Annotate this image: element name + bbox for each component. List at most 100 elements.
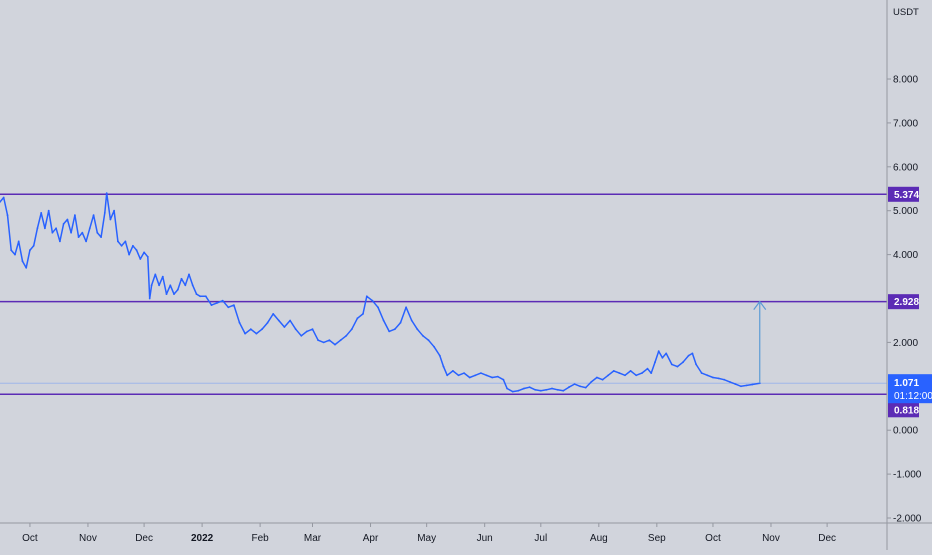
price-point (169, 284, 172, 287)
current-price-badge (888, 374, 932, 404)
price-point (103, 212, 106, 214)
price-point (691, 352, 694, 355)
price-point (188, 273, 190, 276)
price-point (601, 378, 604, 381)
x-tick-label: Nov (762, 533, 780, 544)
price-point (120, 244, 123, 247)
x-tick-label: Oct (22, 533, 38, 544)
current-price-label: 1.071 (894, 378, 919, 389)
x-tick-label: May (417, 533, 436, 544)
price-point (124, 240, 127, 243)
price-point (717, 377, 720, 380)
price-point (523, 387, 525, 390)
price-point (261, 328, 263, 331)
price-point (70, 231, 72, 234)
price-point (96, 231, 99, 234)
price-point (210, 304, 213, 306)
x-axis: Oct Nov Dec 2022 Feb Mar Apr May Jun Jul Aug Sep Oct… (0, 522, 932, 544)
price-point (382, 319, 385, 322)
price-point (195, 293, 198, 295)
price-point (607, 374, 610, 377)
price-point (204, 295, 207, 298)
price-point (173, 293, 175, 295)
price-point (66, 218, 69, 221)
price-point (539, 389, 542, 392)
y-tick-label: 4.000 (893, 250, 918, 261)
price-point (6, 214, 9, 217)
price-point (334, 343, 336, 346)
horizontal-levels (0, 193, 887, 396)
price-point (568, 386, 570, 389)
price-point (238, 321, 241, 324)
projection-arrow (753, 300, 767, 384)
price-point (92, 214, 95, 217)
price-point (14, 253, 16, 256)
price-point (74, 214, 76, 217)
price-point (422, 334, 424, 337)
y-tick-label: -1.000 (893, 470, 922, 481)
price-point (306, 330, 308, 333)
x-tick-label: Dec (818, 533, 836, 544)
price-point (657, 350, 660, 353)
price-point (165, 293, 168, 295)
price-point (29, 249, 31, 252)
price-point (438, 354, 441, 357)
price-point (442, 365, 445, 368)
price-point (2, 196, 5, 199)
price-point (128, 253, 131, 256)
price-point (233, 304, 235, 306)
price-point (135, 249, 138, 252)
price-point (272, 313, 275, 315)
price-point (496, 375, 499, 378)
x-tick-label: Nov (79, 533, 97, 544)
price-point (51, 231, 54, 234)
price-point (650, 372, 653, 374)
price-point (687, 354, 690, 357)
price-point (146, 255, 149, 258)
price-point (184, 284, 187, 287)
level-badge-label: 0.818 (894, 405, 919, 416)
price-point (646, 367, 649, 370)
price-point (618, 372, 621, 374)
bar-countdown-label: 01:12:00 (894, 391, 932, 402)
x-tick-label: Jul (534, 533, 547, 544)
price-point (244, 332, 247, 335)
x-tick-label: Mar (304, 533, 322, 544)
price-point (433, 345, 435, 348)
price-point (641, 372, 643, 374)
price-point (100, 236, 102, 239)
price-point (740, 385, 742, 388)
price-point (712, 376, 714, 379)
price-point (463, 372, 465, 374)
price-point (612, 370, 615, 372)
price-point (511, 390, 514, 393)
y-tick-label: 8.000 (893, 75, 918, 86)
price-point (85, 240, 87, 243)
y-tick-label: -2.000 (893, 514, 922, 525)
price-point (629, 370, 632, 372)
price-point (216, 302, 219, 304)
price-point (32, 244, 35, 247)
price-point (682, 361, 684, 364)
price-point (161, 275, 164, 278)
price-point (399, 321, 402, 324)
price-point (180, 277, 183, 280)
price-point (534, 388, 537, 391)
level-badge (888, 294, 919, 310)
level-badge (888, 186, 919, 202)
price-point (328, 339, 331, 342)
price-point (517, 389, 520, 392)
price-point (635, 374, 638, 377)
price-badges: 5.374 2.928 0.818 1.071 01:12:00 (888, 186, 932, 418)
price-point (670, 363, 673, 366)
price-point (502, 378, 505, 381)
price-point (624, 374, 626, 377)
unit-label: USDT (893, 7, 919, 18)
y-tick-label: 6.000 (893, 162, 918, 173)
price-point (584, 386, 587, 389)
y-tick-label: 5.000 (893, 206, 918, 217)
price-point (77, 236, 80, 239)
price-point (113, 209, 115, 212)
